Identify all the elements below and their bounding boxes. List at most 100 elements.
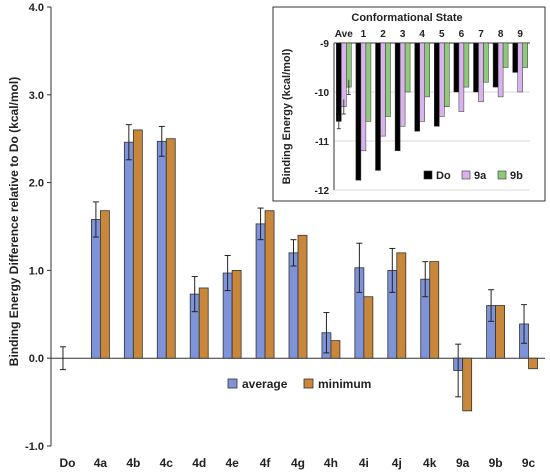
y-tick-label: 2.0 bbox=[29, 178, 44, 190]
main-bar-chart: -1.0 0.0 1.0 2.0 3.0 4.0 Binding Energy Differ… bbox=[7, 2, 545, 470]
y-tick-label: 1.0 bbox=[29, 265, 44, 277]
legend-label-average: average bbox=[242, 377, 288, 391]
bar-minimum bbox=[297, 234, 308, 359]
bar-minimum bbox=[100, 210, 110, 359]
bar-minimum bbox=[495, 305, 506, 359]
inset-bar-9b bbox=[463, 42, 470, 88]
legend-label-minimum: minimum bbox=[318, 377, 371, 391]
inset-bar-do bbox=[473, 42, 479, 93]
inset-x-tick-label: 9 bbox=[517, 29, 523, 40]
inset-bar-9b bbox=[404, 42, 411, 93]
inset-x-tick-label: 5 bbox=[439, 29, 445, 40]
inset-legend-swatch-do bbox=[423, 170, 433, 180]
inset-bar-9a bbox=[478, 42, 484, 103]
inset-bar-9a bbox=[380, 42, 386, 137]
legend-swatch-average bbox=[227, 378, 238, 389]
x-tick-label: 9b bbox=[489, 456, 503, 470]
inset-y-tick-label: -9 bbox=[320, 39, 329, 50]
inset-bar-do bbox=[492, 42, 499, 88]
inset-x-tick-label: Ave bbox=[335, 29, 353, 40]
inset-bar-9b bbox=[365, 42, 372, 122]
bar-minimum bbox=[429, 261, 440, 359]
y-tick-label: 0.0 bbox=[29, 353, 44, 365]
inset-bar-do bbox=[434, 42, 440, 127]
inset-bar-9a bbox=[517, 42, 523, 93]
inset-x-tick-label: 4 bbox=[419, 29, 425, 40]
x-tick-label: 4f bbox=[260, 456, 272, 470]
inset-x-tick-label: 7 bbox=[478, 29, 484, 40]
inset-bar-9a bbox=[419, 42, 425, 122]
inset-bar-do bbox=[355, 42, 362, 181]
inset-x-tick-label: 1 bbox=[361, 29, 367, 40]
x-tick-label: 4c bbox=[160, 456, 174, 470]
bar-average bbox=[123, 141, 134, 359]
x-tick-label: 9c bbox=[522, 456, 536, 470]
inset-bar-9b bbox=[444, 42, 450, 107]
inset-bar-9a bbox=[399, 42, 406, 127]
inset-bar-9a bbox=[341, 42, 347, 107]
x-tick-label: 4j bbox=[392, 456, 402, 470]
y-tick-label: 3.0 bbox=[29, 90, 44, 102]
inset-bar-do bbox=[414, 42, 420, 132]
inset-legend-label-do: Do bbox=[436, 170, 451, 182]
inset-conformational-chart: Conformational State -9 -10 -11 -12 Binding E… bbox=[272, 6, 546, 202]
inset-y-axis-label: Binding Energy (kcal/mol) bbox=[281, 48, 293, 184]
y-tick-label: 4.0 bbox=[29, 2, 44, 14]
inset-y-tick-label: -12 bbox=[315, 186, 330, 197]
x-tick-label: 4h bbox=[324, 456, 338, 470]
inset-bar-do bbox=[336, 42, 342, 122]
x-tick-label: 4g bbox=[291, 456, 305, 470]
inset-frame bbox=[272, 6, 546, 202]
bar-minimum bbox=[264, 210, 275, 359]
bar-average bbox=[91, 219, 101, 359]
x-tick-label: 9a bbox=[456, 456, 470, 470]
inset-title: Conformational State bbox=[351, 12, 462, 24]
x-tick-label: Do bbox=[59, 456, 75, 470]
inset-x-tick-label: 2 bbox=[380, 29, 386, 40]
inset-legend-label-9a: 9a bbox=[474, 170, 487, 182]
inset-bar-9b bbox=[424, 42, 430, 98]
x-tick-label: 4d bbox=[192, 456, 206, 470]
bar-minimum bbox=[528, 357, 538, 370]
bar-minimum bbox=[462, 357, 473, 412]
bar-minimum bbox=[396, 252, 407, 359]
inset-legend-swatch-9b bbox=[497, 170, 507, 180]
inset-y-tick-label: -10 bbox=[315, 88, 330, 99]
inset-legend-label-9b: 9b bbox=[510, 170, 523, 182]
inset-bar-9b bbox=[385, 42, 391, 117]
bar-average bbox=[156, 140, 167, 359]
inset-bar-do bbox=[453, 42, 460, 93]
y-tick-label: -1.0 bbox=[25, 441, 44, 453]
inset-x-tick-label: 6 bbox=[459, 29, 465, 40]
inset-bar-9b bbox=[522, 42, 528, 68]
bar-minimum bbox=[231, 269, 242, 359]
inset-bar-9b bbox=[483, 42, 489, 83]
inset-y-tick-label: -11 bbox=[315, 137, 329, 148]
bar-minimum bbox=[330, 340, 341, 359]
bar-minimum bbox=[363, 296, 374, 359]
legend-swatch-minimum bbox=[303, 378, 314, 389]
bar-average bbox=[288, 252, 299, 359]
x-tick-label: 4a bbox=[94, 456, 108, 470]
bar-minimum bbox=[198, 287, 209, 359]
x-tick-label: 4b bbox=[126, 456, 140, 470]
bar-average bbox=[255, 223, 266, 359]
y-axis-label: Binding Energy Difference relative to Do… bbox=[7, 77, 21, 366]
x-tick-label: 4e bbox=[225, 456, 239, 470]
inset-bar-do bbox=[375, 42, 381, 171]
x-tick-label: 4i bbox=[359, 456, 369, 470]
inset-bar-9a bbox=[497, 42, 504, 98]
inset-legend-swatch-9a bbox=[461, 170, 471, 180]
inset-x-tick-label: 8 bbox=[498, 29, 504, 40]
inset-bar-do bbox=[394, 42, 401, 152]
inset-bar-do bbox=[512, 42, 518, 73]
inset-bar-9b bbox=[502, 42, 509, 68]
inset-bar-9a bbox=[439, 42, 445, 117]
bar-minimum bbox=[165, 138, 176, 359]
inset-bar-9a bbox=[458, 42, 465, 112]
bar-minimum bbox=[132, 129, 143, 359]
inset-bar-9a bbox=[360, 42, 367, 152]
x-tick-label: 4k bbox=[423, 456, 437, 470]
inset-x-tick-label: 3 bbox=[400, 29, 406, 40]
